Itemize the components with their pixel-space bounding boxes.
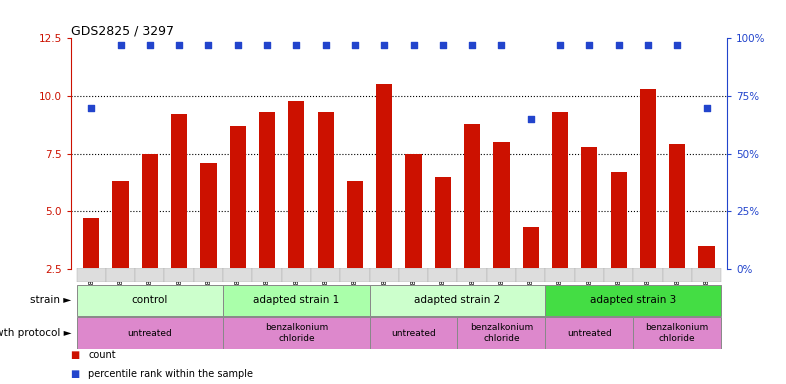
- Point: [583, 42, 596, 48]
- Bar: [516, 268, 545, 282]
- Bar: [663, 268, 692, 282]
- Text: control: control: [132, 295, 168, 306]
- Point: [700, 104, 713, 111]
- Bar: [457, 268, 487, 282]
- Bar: [634, 268, 663, 282]
- Point: [114, 42, 127, 48]
- Bar: [552, 112, 568, 326]
- Point: [641, 42, 654, 48]
- Bar: [76, 318, 223, 349]
- Bar: [223, 268, 252, 282]
- Bar: [369, 285, 545, 316]
- Bar: [487, 268, 516, 282]
- Bar: [223, 285, 369, 316]
- Bar: [494, 142, 509, 326]
- Point: [173, 42, 185, 48]
- Text: benzalkonium
chloride: benzalkonium chloride: [265, 323, 328, 343]
- Bar: [106, 268, 135, 282]
- Point: [290, 42, 303, 48]
- Point: [436, 42, 449, 48]
- Bar: [259, 112, 275, 326]
- Point: [671, 42, 684, 48]
- Text: benzalkonium
chloride: benzalkonium chloride: [645, 323, 709, 343]
- Point: [378, 42, 391, 48]
- Text: untreated: untreated: [127, 329, 172, 338]
- Bar: [76, 285, 223, 316]
- Bar: [545, 318, 634, 349]
- Bar: [340, 268, 369, 282]
- Point: [144, 42, 156, 48]
- Point: [466, 42, 479, 48]
- Bar: [281, 268, 311, 282]
- Point: [495, 42, 508, 48]
- Bar: [457, 318, 545, 349]
- Bar: [347, 181, 363, 326]
- Text: GDS2825 / 3297: GDS2825 / 3297: [71, 24, 174, 37]
- Text: untreated: untreated: [391, 329, 436, 338]
- Point: [231, 42, 244, 48]
- Text: percentile rank within the sample: percentile rank within the sample: [88, 369, 253, 379]
- Bar: [545, 285, 722, 316]
- Point: [612, 42, 625, 48]
- Bar: [435, 177, 451, 326]
- Bar: [194, 268, 223, 282]
- Point: [261, 42, 274, 48]
- Bar: [699, 246, 714, 326]
- Text: adapted strain 3: adapted strain 3: [590, 295, 677, 306]
- Bar: [112, 181, 129, 326]
- Point: [349, 42, 362, 48]
- Text: adapted strain 1: adapted strain 1: [253, 295, 340, 306]
- Bar: [171, 114, 187, 326]
- Bar: [369, 268, 399, 282]
- Bar: [318, 112, 334, 326]
- Bar: [464, 124, 480, 326]
- Bar: [523, 227, 538, 326]
- Point: [407, 42, 420, 48]
- Bar: [141, 154, 158, 326]
- Bar: [135, 268, 164, 282]
- Text: ■: ■: [71, 369, 83, 379]
- Bar: [611, 172, 626, 326]
- Bar: [582, 147, 597, 326]
- Bar: [83, 218, 99, 326]
- Bar: [575, 268, 604, 282]
- Bar: [311, 268, 340, 282]
- Bar: [406, 154, 421, 326]
- Bar: [669, 144, 685, 326]
- Bar: [604, 268, 634, 282]
- Bar: [634, 318, 722, 349]
- Text: count: count: [88, 350, 116, 360]
- Point: [202, 42, 215, 48]
- Bar: [252, 268, 281, 282]
- Bar: [399, 268, 428, 282]
- Text: untreated: untreated: [567, 329, 612, 338]
- Point: [524, 116, 537, 122]
- Bar: [376, 84, 392, 326]
- Point: [554, 42, 567, 48]
- Bar: [223, 318, 369, 349]
- Text: benzalkonium
chloride: benzalkonium chloride: [470, 323, 533, 343]
- Bar: [288, 101, 304, 326]
- Bar: [76, 268, 106, 282]
- Text: strain ►: strain ►: [30, 295, 72, 306]
- Text: adapted strain 2: adapted strain 2: [414, 295, 501, 306]
- Text: growth protocol ►: growth protocol ►: [0, 328, 72, 338]
- Bar: [200, 163, 216, 326]
- Bar: [230, 126, 246, 326]
- Bar: [640, 89, 656, 326]
- Bar: [369, 318, 457, 349]
- Text: ■: ■: [71, 350, 83, 360]
- Point: [85, 104, 97, 111]
- Bar: [545, 268, 575, 282]
- Bar: [692, 268, 722, 282]
- Point: [319, 42, 332, 48]
- Bar: [428, 268, 457, 282]
- Bar: [164, 268, 194, 282]
